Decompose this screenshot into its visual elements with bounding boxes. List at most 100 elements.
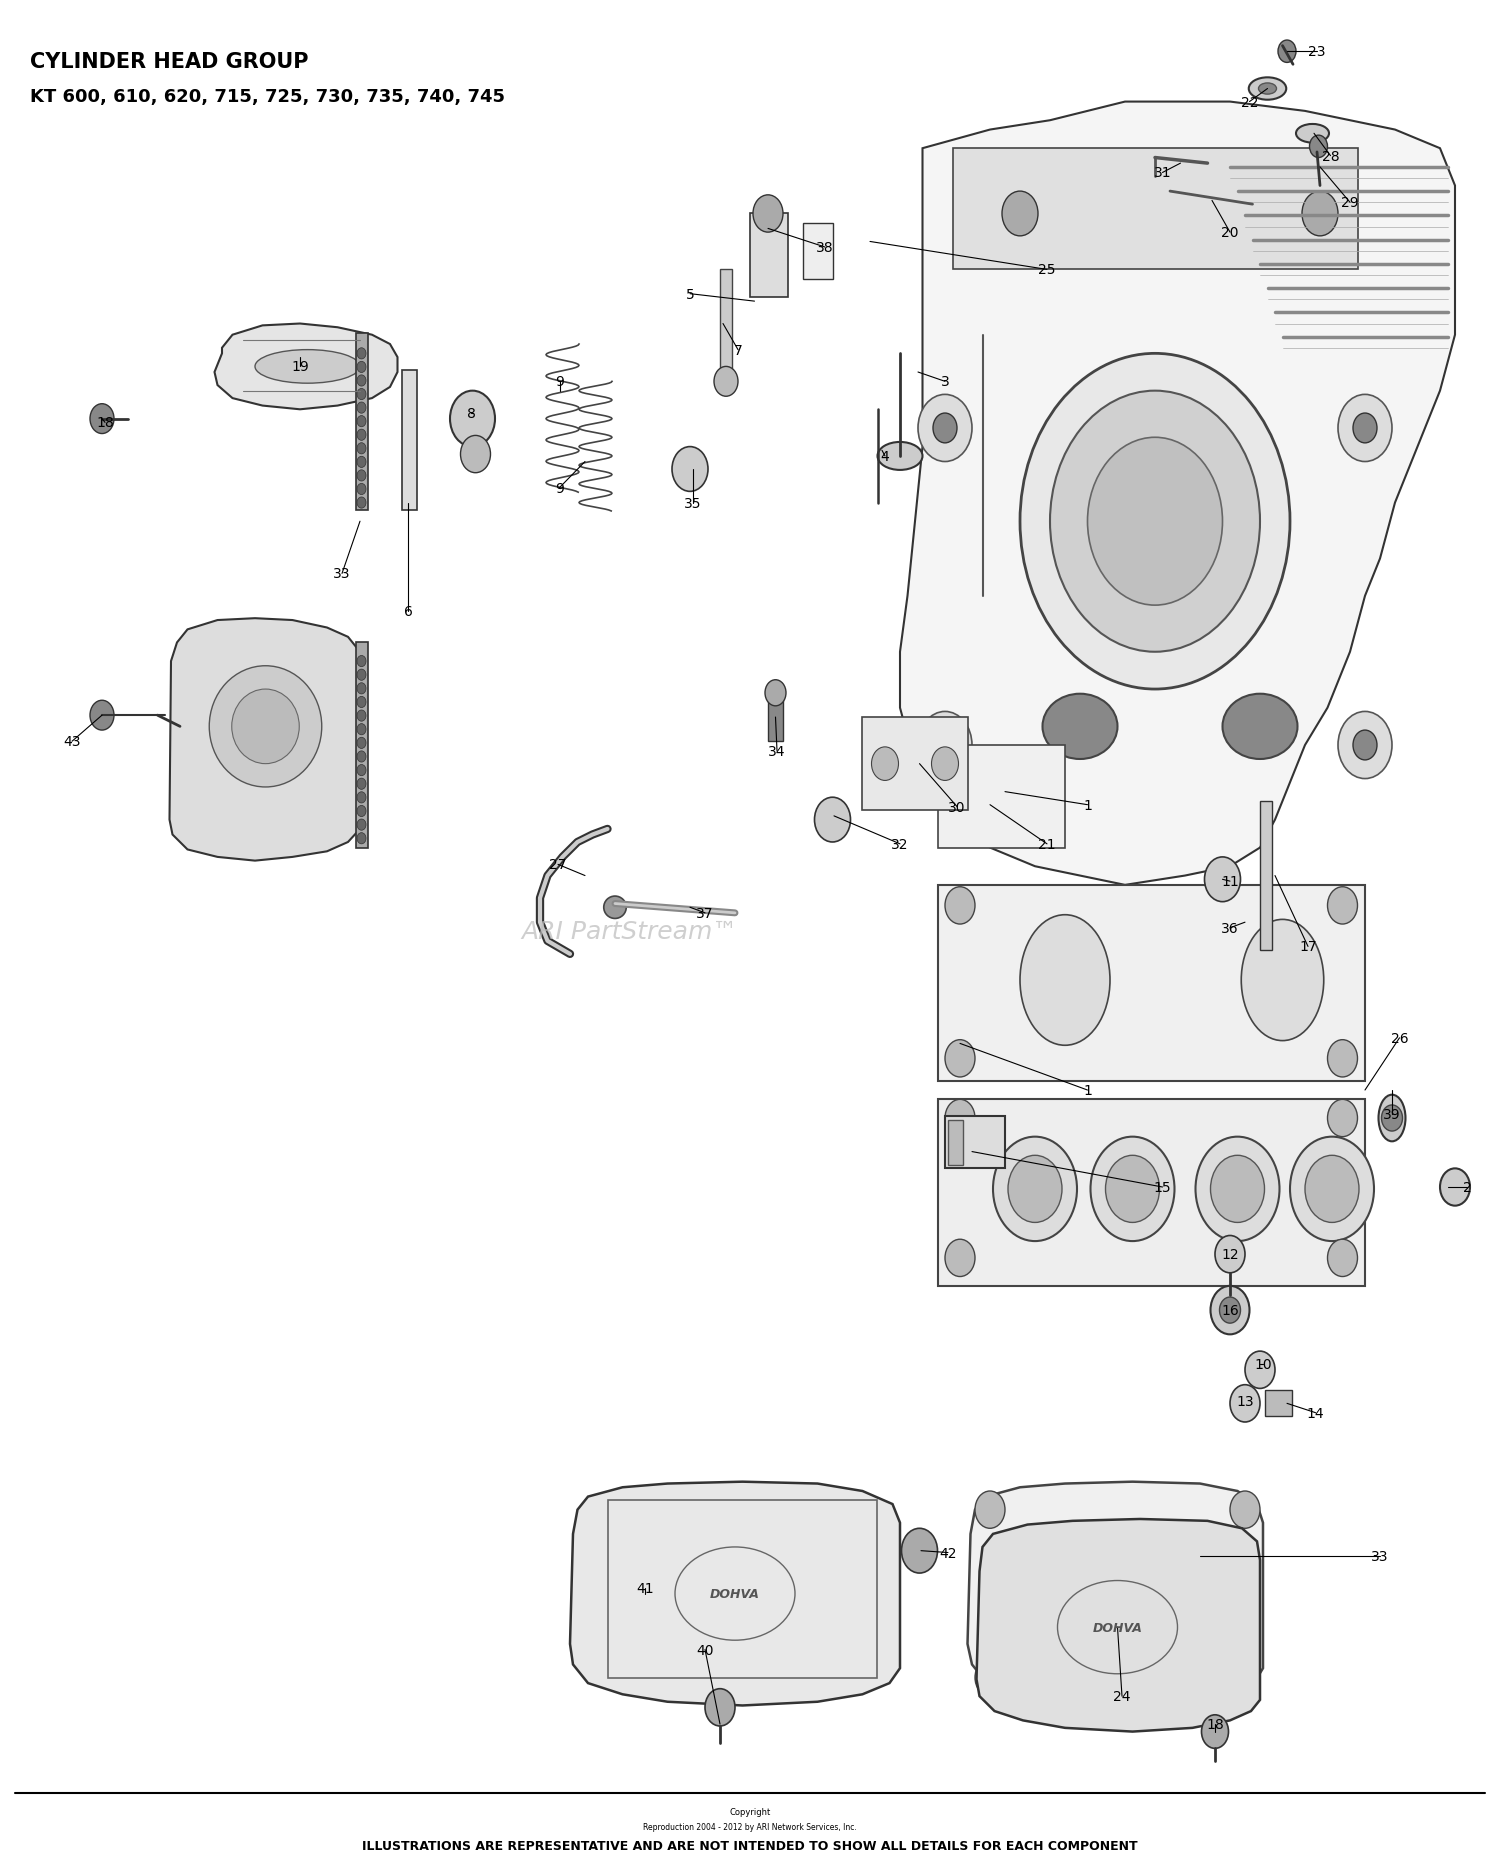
Text: DOHVA: DOHVA bbox=[710, 1588, 760, 1599]
Circle shape bbox=[357, 656, 366, 667]
Circle shape bbox=[1338, 395, 1392, 462]
Text: 7: 7 bbox=[734, 343, 742, 358]
Text: 17: 17 bbox=[1299, 939, 1317, 954]
Circle shape bbox=[357, 485, 366, 496]
Circle shape bbox=[357, 697, 366, 708]
Polygon shape bbox=[214, 324, 398, 410]
Circle shape bbox=[753, 196, 783, 233]
Text: 16: 16 bbox=[1221, 1303, 1239, 1318]
Polygon shape bbox=[976, 1519, 1260, 1732]
Text: 42: 42 bbox=[939, 1545, 957, 1560]
Ellipse shape bbox=[1242, 921, 1323, 1040]
Circle shape bbox=[765, 680, 786, 706]
Circle shape bbox=[1210, 1286, 1249, 1335]
Circle shape bbox=[1382, 1105, 1402, 1131]
Circle shape bbox=[1440, 1169, 1470, 1206]
Ellipse shape bbox=[209, 667, 321, 787]
Circle shape bbox=[1278, 41, 1296, 63]
Text: 8: 8 bbox=[466, 406, 476, 421]
Circle shape bbox=[357, 377, 366, 388]
Text: KT 600, 610, 620, 715, 725, 730, 735, 740, 745: KT 600, 610, 620, 715, 725, 730, 735, 74… bbox=[30, 88, 506, 106]
Circle shape bbox=[357, 457, 366, 468]
Ellipse shape bbox=[1378, 1094, 1406, 1141]
Bar bbox=[402, 371, 417, 511]
Circle shape bbox=[714, 367, 738, 397]
Circle shape bbox=[357, 725, 366, 736]
Circle shape bbox=[357, 684, 366, 695]
Bar bbox=[948, 1120, 963, 1165]
Text: CYLINDER HEAD GROUP: CYLINDER HEAD GROUP bbox=[30, 52, 309, 73]
Text: 30: 30 bbox=[948, 800, 966, 815]
Circle shape bbox=[1305, 1156, 1359, 1223]
Text: 35: 35 bbox=[684, 496, 702, 511]
Ellipse shape bbox=[1020, 915, 1110, 1046]
Circle shape bbox=[1196, 1137, 1280, 1241]
Text: 37: 37 bbox=[696, 906, 714, 921]
Circle shape bbox=[357, 779, 366, 790]
Polygon shape bbox=[968, 1482, 1263, 1706]
Circle shape bbox=[1002, 192, 1038, 237]
Circle shape bbox=[357, 669, 366, 680]
Text: 31: 31 bbox=[1154, 166, 1172, 181]
Text: 13: 13 bbox=[1236, 1394, 1254, 1409]
Ellipse shape bbox=[231, 690, 298, 764]
Circle shape bbox=[357, 498, 366, 509]
Bar bbox=[938, 1100, 1365, 1286]
Circle shape bbox=[1088, 438, 1222, 606]
Text: ILLUSTRATIONS ARE REPRESENTATIVE AND ARE NOT INTENDED TO SHOW ALL DETAILS FOR EA: ILLUSTRATIONS ARE REPRESENTATIVE AND ARE… bbox=[362, 1840, 1138, 1851]
Circle shape bbox=[945, 1240, 975, 1277]
Bar bbox=[768, 695, 783, 742]
Text: 1: 1 bbox=[1083, 798, 1092, 813]
Circle shape bbox=[357, 390, 366, 401]
Circle shape bbox=[357, 416, 366, 427]
Circle shape bbox=[1245, 1351, 1275, 1389]
Bar bbox=[720, 270, 732, 373]
Circle shape bbox=[1328, 1040, 1358, 1077]
Circle shape bbox=[357, 764, 366, 775]
Bar bbox=[1260, 802, 1272, 951]
Text: 24: 24 bbox=[1113, 1689, 1131, 1704]
Circle shape bbox=[975, 1491, 1005, 1528]
Circle shape bbox=[357, 738, 366, 749]
Circle shape bbox=[918, 712, 972, 779]
Text: 38: 38 bbox=[816, 240, 834, 255]
Text: 18: 18 bbox=[1206, 1717, 1224, 1732]
Circle shape bbox=[357, 349, 366, 360]
Circle shape bbox=[1328, 1240, 1358, 1277]
Text: 21: 21 bbox=[1038, 837, 1056, 852]
Text: 10: 10 bbox=[1254, 1357, 1272, 1372]
Bar bbox=[938, 746, 1065, 848]
Circle shape bbox=[1353, 731, 1377, 761]
Circle shape bbox=[90, 701, 114, 731]
Ellipse shape bbox=[1042, 693, 1118, 761]
Circle shape bbox=[945, 1100, 975, 1137]
Text: 6: 6 bbox=[404, 604, 412, 619]
Ellipse shape bbox=[603, 897, 627, 919]
Circle shape bbox=[933, 414, 957, 444]
Bar bbox=[862, 718, 968, 811]
Text: 14: 14 bbox=[1306, 1405, 1324, 1420]
Text: Copyright: Copyright bbox=[729, 1808, 771, 1816]
Text: 28: 28 bbox=[1322, 149, 1340, 164]
Circle shape bbox=[357, 362, 366, 373]
Circle shape bbox=[1050, 391, 1260, 652]
Ellipse shape bbox=[878, 444, 922, 472]
Text: 9: 9 bbox=[555, 481, 564, 496]
Circle shape bbox=[1090, 1137, 1174, 1241]
Text: 39: 39 bbox=[1383, 1107, 1401, 1122]
Text: 12: 12 bbox=[1221, 1247, 1239, 1262]
Text: 29: 29 bbox=[1341, 196, 1359, 211]
Circle shape bbox=[450, 391, 495, 447]
Circle shape bbox=[705, 1689, 735, 1726]
Circle shape bbox=[357, 431, 366, 442]
Ellipse shape bbox=[1258, 84, 1276, 95]
Circle shape bbox=[902, 1528, 938, 1573]
Circle shape bbox=[357, 820, 366, 831]
Circle shape bbox=[357, 470, 366, 481]
Text: 43: 43 bbox=[63, 734, 81, 749]
Circle shape bbox=[1106, 1156, 1160, 1223]
Text: 27: 27 bbox=[549, 857, 567, 872]
Text: 41: 41 bbox=[636, 1581, 654, 1596]
Circle shape bbox=[1302, 192, 1338, 237]
Circle shape bbox=[933, 731, 957, 761]
